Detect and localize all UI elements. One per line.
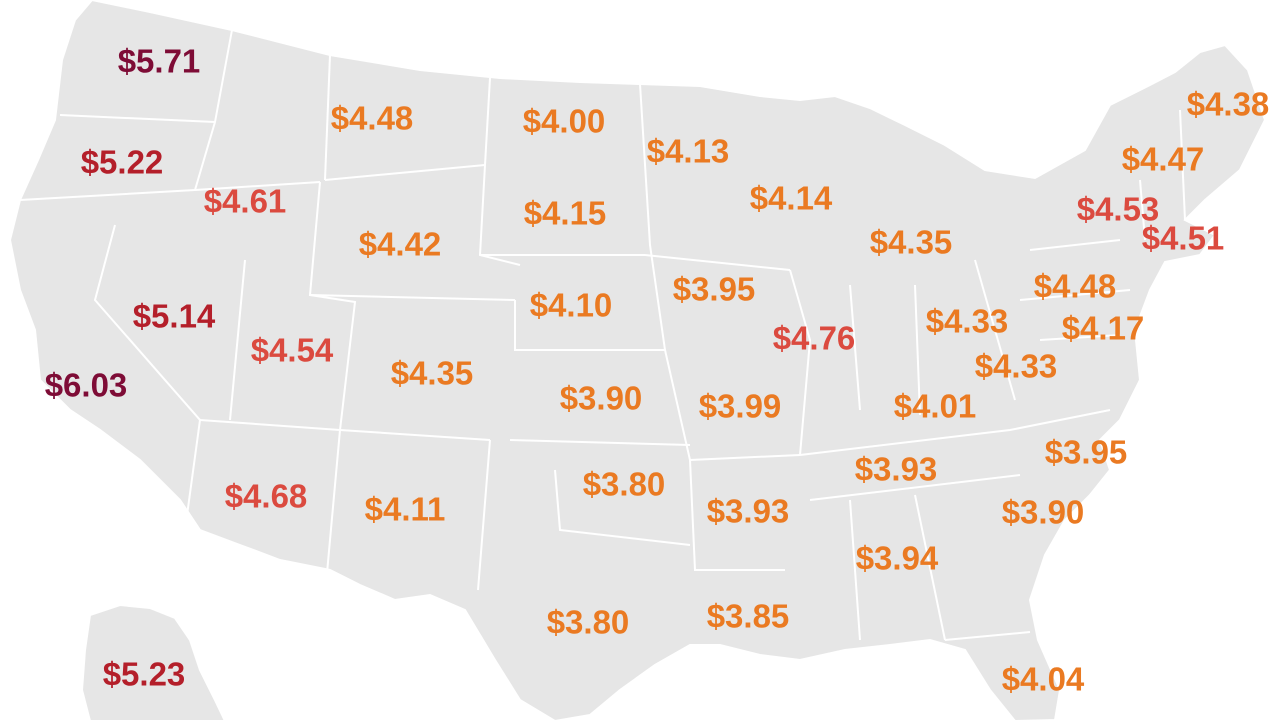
price-label-ak: $5.23: [102, 655, 186, 693]
price-label-nv: $5.14: [132, 297, 216, 335]
price-label-ne: $4.10: [529, 286, 613, 324]
state-borders: [19, 29, 1186, 641]
price-label-nm: $4.11: [364, 490, 446, 528]
price-label-oh: $4.48: [1033, 267, 1117, 305]
price-label-sd: $4.15: [523, 194, 607, 232]
price-label-ar: $3.93: [706, 492, 790, 530]
price-label-tn: $3.93: [854, 450, 938, 488]
price-label-ny: $4.53: [1076, 190, 1160, 228]
price-label-wa: $5.71: [117, 42, 201, 80]
price-label-or: $5.22: [80, 143, 164, 181]
price-label-ct: $4.51: [1141, 219, 1225, 257]
price-label-tx: $3.80: [546, 603, 630, 641]
price-label-al: $3.94: [855, 539, 939, 577]
price-label-id: $4.61: [203, 182, 287, 220]
price-label-az: $4.68: [224, 477, 308, 515]
price-label-ut: $4.54: [250, 331, 334, 369]
price-label-wi: $4.14: [749, 179, 833, 217]
price-label-in: $4.33: [925, 302, 1009, 340]
alaska-landmass: [80, 603, 227, 721]
contiguous-us-landmass: [8, 0, 1267, 721]
price-label-mn: $4.13: [646, 132, 730, 170]
price-label-wy: $4.42: [358, 225, 442, 263]
price-label-ks: $3.90: [559, 379, 643, 417]
price-label-mt: $4.48: [330, 99, 414, 137]
price-label-ca: $6.03: [44, 366, 128, 404]
price-label-ky: $4.01: [893, 387, 977, 425]
price-label-me: $4.38: [1186, 85, 1270, 123]
price-label-nc: $3.95: [1044, 433, 1128, 471]
price-label-md: $4.17: [1061, 309, 1145, 347]
price-label-co: $4.35: [390, 354, 474, 392]
price-label-ga-sc: $3.90: [1001, 493, 1085, 531]
price-label-fl: $4.04: [1001, 660, 1085, 698]
price-label-mi: $4.35: [869, 223, 953, 261]
price-label-vt-nh: $4.47: [1121, 140, 1205, 178]
price-label-nd: $4.00: [522, 102, 606, 140]
price-label-ia: $3.95: [672, 270, 756, 308]
price-label-la: $3.85: [706, 597, 790, 635]
price-label-va: $4.33: [974, 347, 1058, 385]
price-label-il: $4.76: [772, 319, 856, 357]
price-label-mo: $3.99: [698, 387, 782, 425]
price-label-ok: $3.80: [582, 465, 666, 503]
